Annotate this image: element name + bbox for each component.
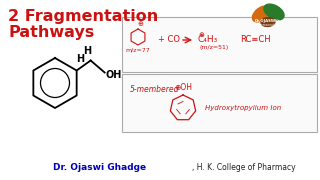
Ellipse shape: [252, 6, 269, 22]
Text: 5-membered: 5-membered: [130, 86, 180, 94]
Text: RC≡CH: RC≡CH: [240, 35, 271, 44]
Text: Pharmaceutical: Pharmaceutical: [256, 23, 280, 27]
Text: H: H: [76, 55, 85, 64]
Text: ⊕OH: ⊕OH: [174, 82, 192, 91]
Ellipse shape: [261, 17, 275, 26]
Text: OH: OH: [106, 69, 122, 80]
Text: Pathways: Pathways: [8, 26, 94, 40]
Text: Hydroxytropylium Ion: Hydroxytropylium Ion: [205, 105, 281, 111]
Text: ⊕: ⊕: [137, 21, 143, 27]
Text: (m/z=51): (m/z=51): [200, 46, 229, 51]
Ellipse shape: [264, 4, 284, 20]
Text: m/z=77: m/z=77: [126, 48, 150, 53]
Text: 2 Fragmentation: 2 Fragmentation: [8, 10, 158, 24]
Text: , H. K. College of Pharmacy: , H. K. College of Pharmacy: [192, 163, 296, 172]
Text: H: H: [84, 46, 92, 57]
Text: + CO: + CO: [158, 35, 180, 44]
Text: Dr. Ojaswi Ghadge: Dr. Ojaswi Ghadge: [53, 163, 147, 172]
Text: Concepts: Concepts: [261, 26, 275, 30]
FancyBboxPatch shape: [122, 74, 317, 132]
FancyBboxPatch shape: [122, 17, 317, 72]
Text: C₄H₃: C₄H₃: [198, 35, 218, 44]
Text: Dr.OJASWI's: Dr.OJASWI's: [255, 19, 281, 23]
Text: ⊕: ⊕: [198, 32, 204, 38]
